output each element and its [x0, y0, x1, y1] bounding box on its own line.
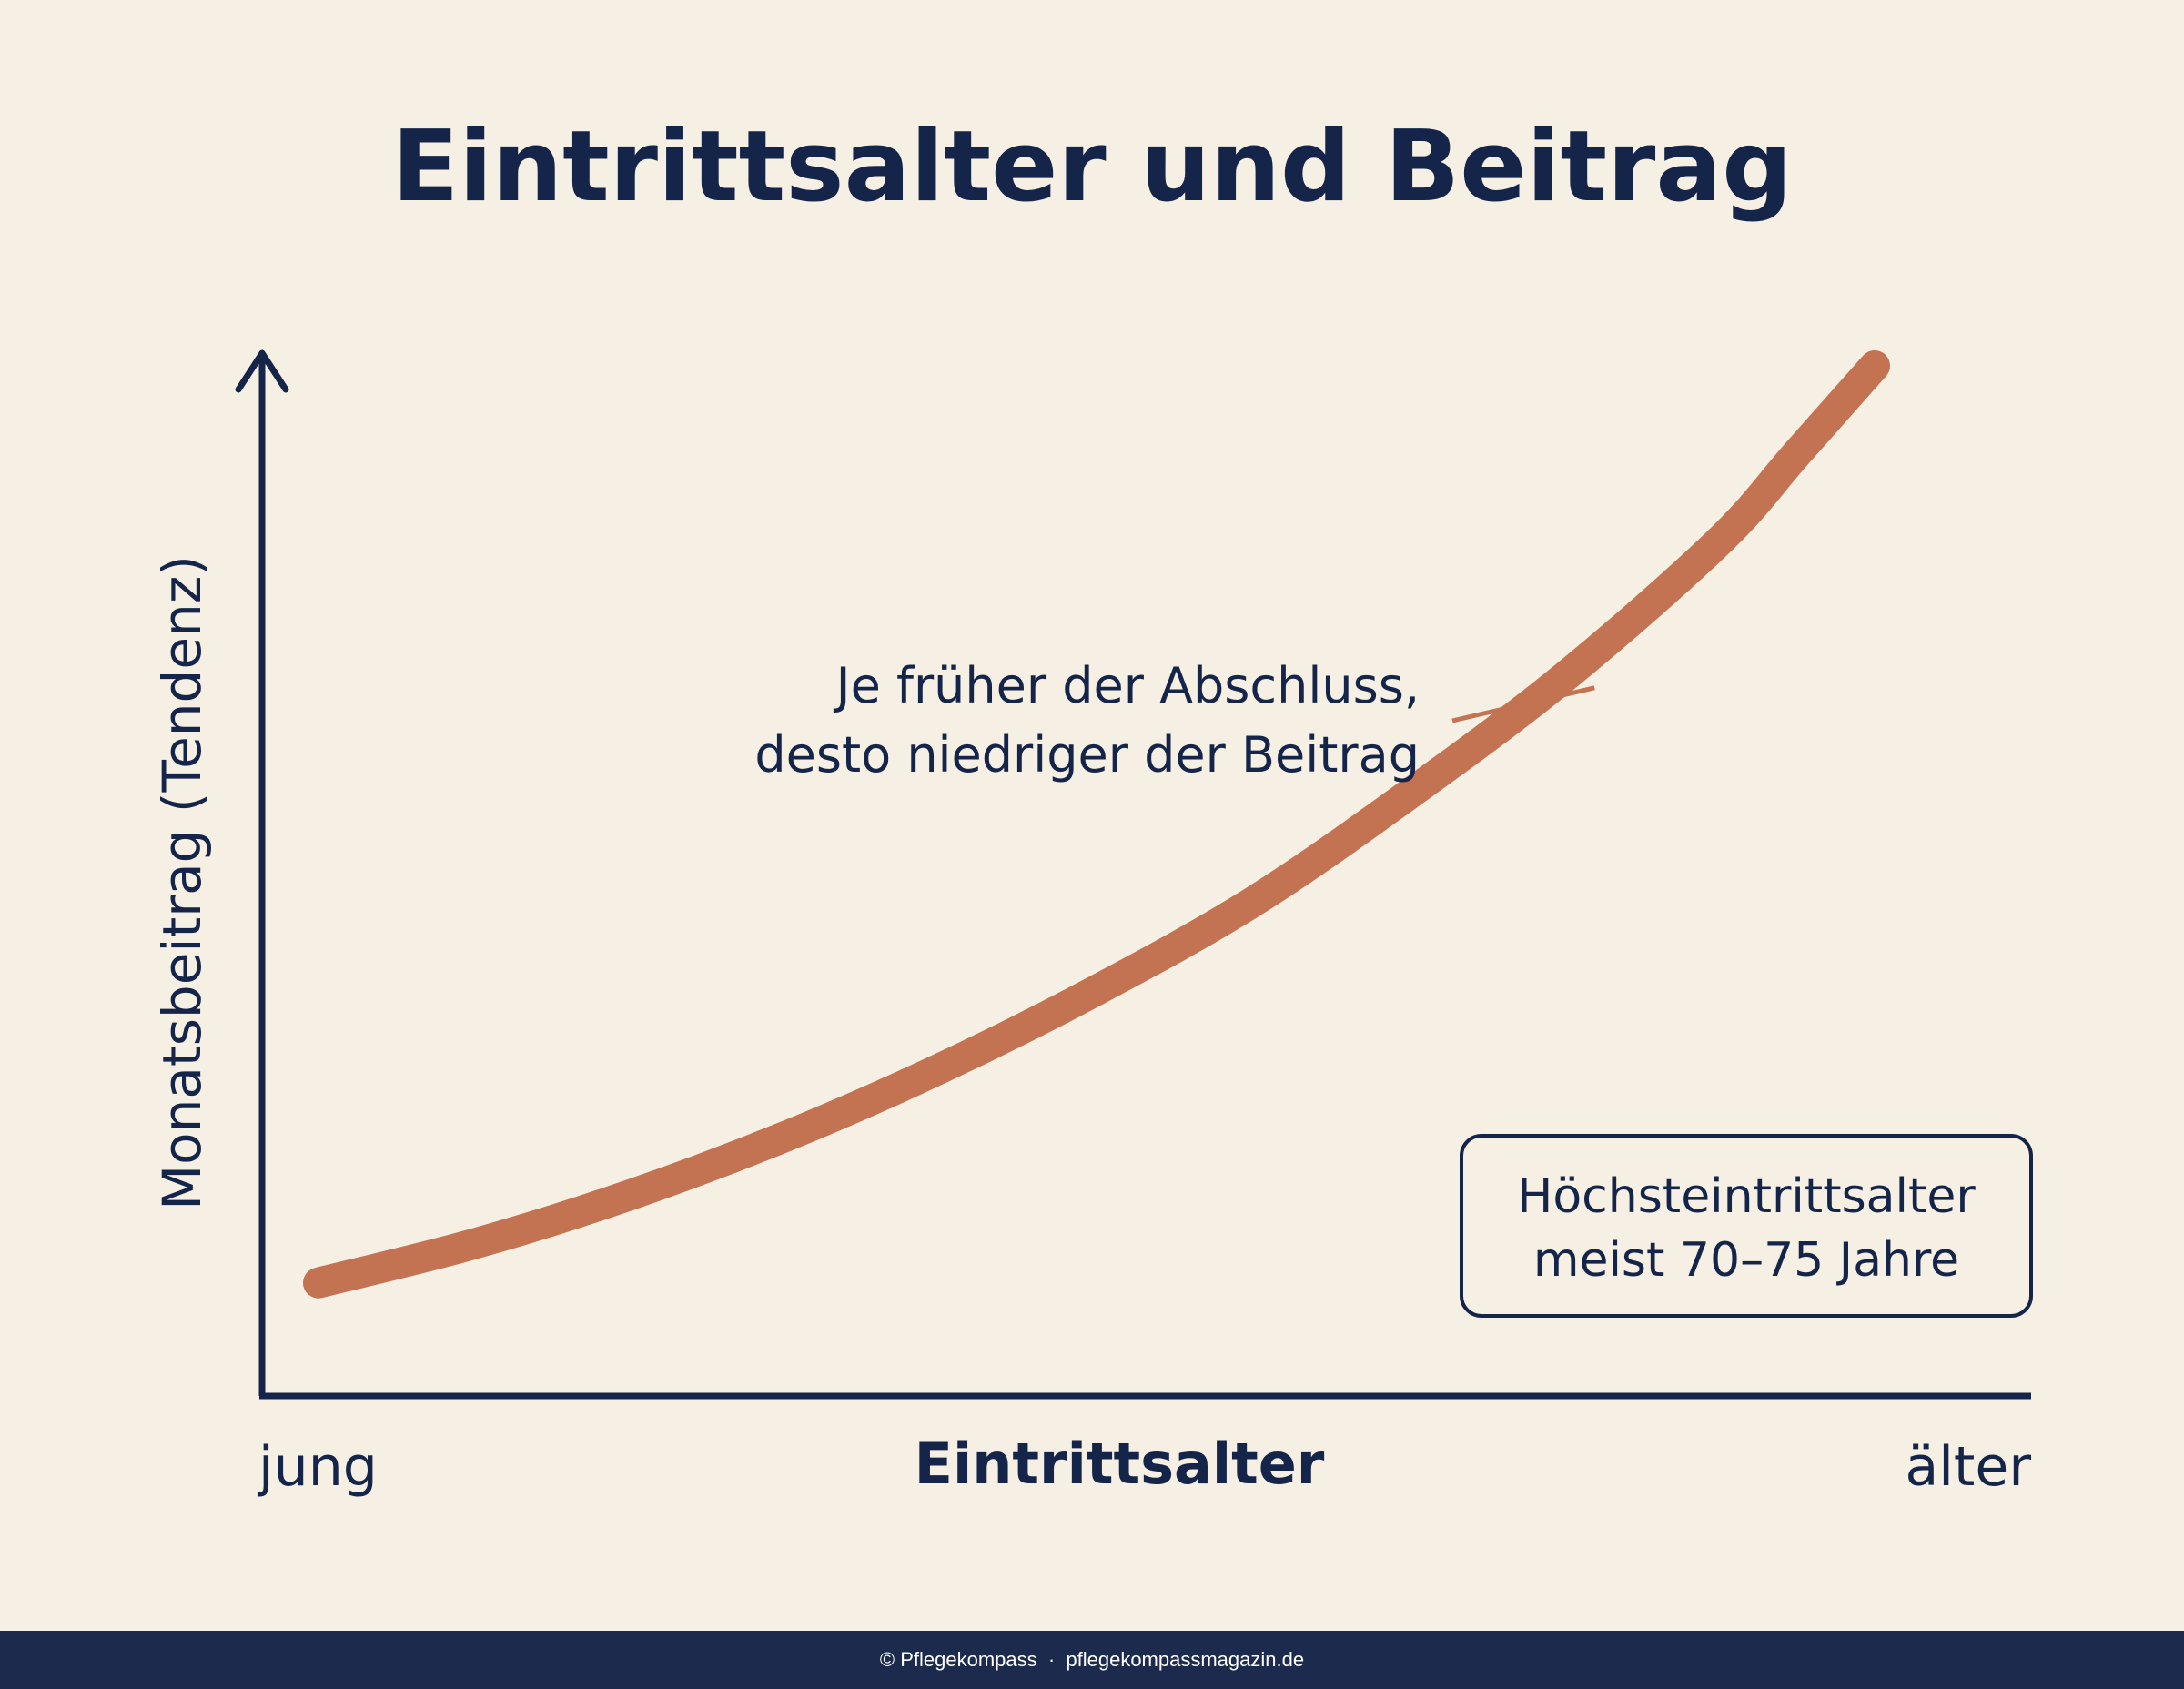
x-tick-label-end: älter	[1905, 1435, 2031, 1499]
note-box-line-1: Höchsteintrittsalter	[1517, 1169, 1976, 1224]
note-box	[1460, 1134, 2033, 1318]
x-axis-label: Eintrittsalter	[915, 1431, 1325, 1497]
series-line-curve	[303, 350, 1890, 1299]
x-tick-label-start: jung	[257, 1435, 378, 1499]
annotation-leader-line	[1451, 685, 1595, 723]
annotation-line-1: Je früher der Abschluss,	[834, 657, 1420, 714]
y-axis-arrow-icon	[235, 349, 289, 393]
y-axis-label: Monatsbeitrag (Tendenz)	[151, 555, 213, 1210]
footer-bar: © Pflegekompass · pflegekompassmagazin.d…	[0, 1631, 2184, 1689]
chart-title: Eintrittsalter und Beitrag	[391, 110, 1792, 224]
footer-credit: © Pflegekompass · pflegekompassmagazin.d…	[879, 1648, 1305, 1671]
chart: Eintrittsalter und Beitrag Monatsbeitrag…	[151, 110, 2033, 1499]
note-box-line-2: meist 70–75 Jahre	[1533, 1233, 1959, 1288]
annotation-line-2: desto niedriger der Beitrag	[754, 726, 1420, 784]
